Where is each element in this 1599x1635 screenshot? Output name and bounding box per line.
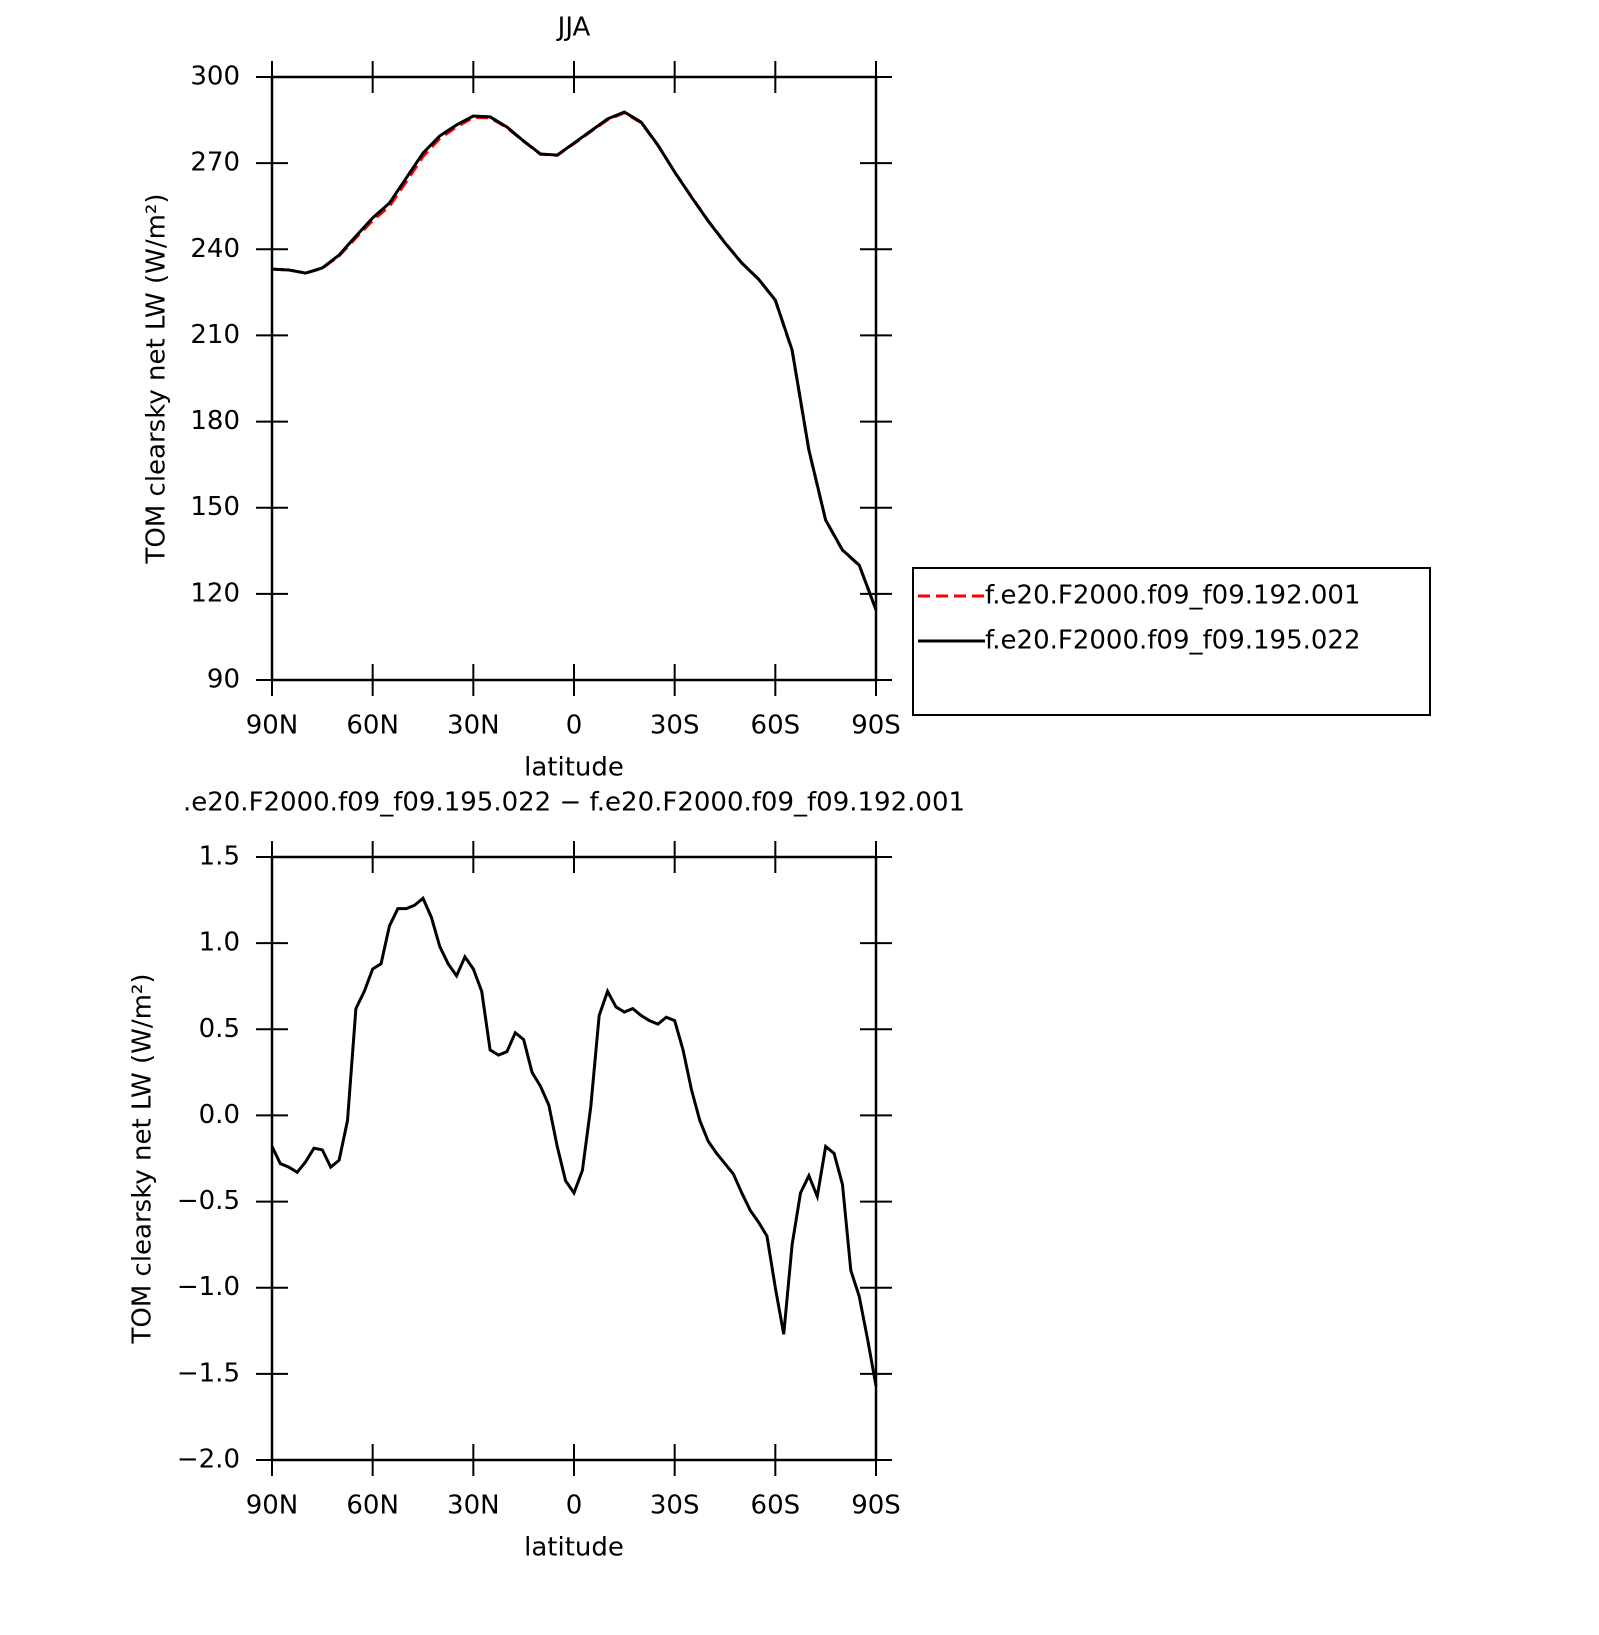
- x-tick-label: 60S: [751, 1491, 801, 1521]
- data-line: [271, 110, 878, 611]
- y-tick-label: −1.5: [177, 1358, 240, 1388]
- plot-frame: [270, 75, 878, 682]
- y-tick-label: −1.0: [177, 1272, 240, 1302]
- x-axis-label: latitude: [524, 1533, 624, 1563]
- x-tick-label: 60N: [346, 1491, 399, 1521]
- chart-title: .e20.F2000.f09_f09.195.022 − f.e20.F2000…: [183, 788, 965, 818]
- y-tick-label: −0.5: [177, 1186, 240, 1216]
- x-tick-label: 30N: [447, 1491, 500, 1521]
- y-tick-label: 90: [207, 665, 240, 695]
- x-axis-label: latitude: [524, 753, 624, 783]
- x-tick-label: 0: [566, 1491, 583, 1521]
- x-tick-label: 90S: [851, 711, 901, 741]
- data-line: [270, 895, 878, 1387]
- y-tick-label: 270: [190, 148, 240, 178]
- x-tick-label: 90N: [246, 711, 299, 741]
- legend-label: f.e20.F2000.f09_f09.192.001: [985, 581, 1361, 611]
- y-tick-label: 240: [190, 234, 240, 264]
- x-tick-label: 60S: [751, 711, 801, 741]
- x-tick-label: 90S: [851, 1491, 901, 1521]
- y-tick-label: 0.5: [199, 1014, 240, 1044]
- x-tick-label: 30S: [650, 1491, 700, 1521]
- x-tick-label: 30N: [447, 711, 500, 741]
- y-tick-label: 120: [190, 578, 240, 608]
- x-tick-label: 0: [566, 711, 583, 741]
- legend-box: [912, 567, 1431, 716]
- y-tick-label: 1.0: [199, 928, 240, 958]
- y-tick-label: 300: [190, 62, 240, 92]
- y-tick-label: 0.0: [199, 1100, 240, 1130]
- y-tick-label: 180: [190, 406, 240, 436]
- legend-label: f.e20.F2000.f09_f09.195.022: [985, 626, 1361, 656]
- data-line: [271, 111, 878, 610]
- y-axis-label: TOM clearsky net LW (W/m²): [128, 973, 158, 1344]
- y-axis-label: TOM clearsky net LW (W/m²): [142, 193, 172, 564]
- y-tick-label: 150: [190, 492, 240, 522]
- y-tick-label: 1.5: [199, 842, 240, 872]
- chart-title: JJA: [556, 13, 591, 43]
- x-tick-label: 60N: [346, 711, 399, 741]
- plot-frame: [270, 855, 878, 1462]
- x-tick-label: 30S: [650, 711, 700, 741]
- y-tick-label: 210: [190, 320, 240, 350]
- x-tick-label: 90N: [246, 1491, 299, 1521]
- y-tick-label: −2.0: [177, 1445, 240, 1475]
